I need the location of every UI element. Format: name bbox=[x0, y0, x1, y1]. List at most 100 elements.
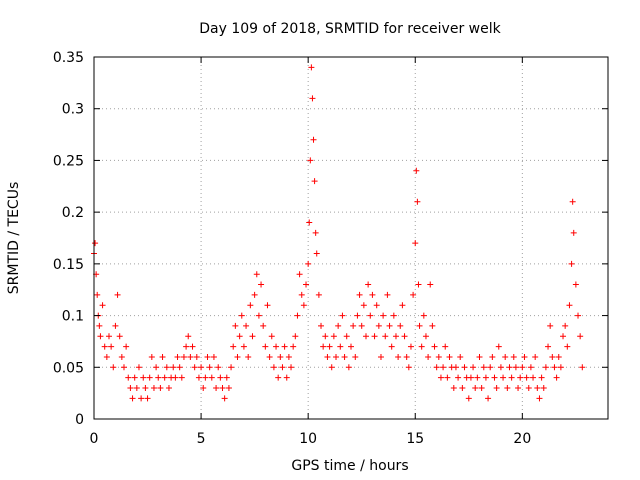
data-point bbox=[324, 353, 331, 360]
data-point bbox=[356, 291, 363, 298]
data-point bbox=[238, 312, 245, 319]
data-point bbox=[429, 322, 436, 329]
data-point bbox=[140, 374, 147, 381]
data-point bbox=[482, 374, 489, 381]
data-point bbox=[485, 395, 492, 402]
data-point bbox=[575, 312, 582, 319]
data-point bbox=[228, 364, 235, 371]
data-point bbox=[163, 364, 170, 371]
data-point bbox=[579, 364, 586, 371]
chart-title: Day 109 of 2018, SRMTID for receiver wel… bbox=[199, 21, 501, 37]
data-point bbox=[249, 333, 256, 340]
data-point bbox=[502, 353, 509, 360]
data-point bbox=[161, 374, 168, 381]
data-point bbox=[255, 312, 262, 319]
data-point bbox=[341, 353, 348, 360]
data-point bbox=[386, 322, 393, 329]
data-point bbox=[380, 312, 387, 319]
data-point bbox=[308, 64, 315, 71]
data-point bbox=[217, 374, 224, 381]
data-point bbox=[123, 343, 130, 350]
data-point bbox=[219, 384, 226, 391]
data-point bbox=[292, 333, 299, 340]
data-point bbox=[538, 374, 545, 381]
data-point bbox=[283, 374, 290, 381]
data-point bbox=[422, 333, 429, 340]
data-point bbox=[322, 333, 329, 340]
data-point bbox=[413, 167, 420, 174]
y-tick-label: 0.1 bbox=[62, 309, 84, 325]
data-point bbox=[159, 353, 166, 360]
data-point bbox=[442, 343, 449, 350]
data-point bbox=[260, 322, 267, 329]
data-point bbox=[549, 353, 556, 360]
data-point bbox=[390, 312, 397, 319]
data-point bbox=[399, 302, 406, 309]
data-point bbox=[510, 353, 517, 360]
data-point bbox=[555, 353, 562, 360]
data-point bbox=[294, 312, 301, 319]
data-point bbox=[148, 353, 155, 360]
data-point bbox=[144, 395, 151, 402]
y-axis-label: SRMTID / TECUs bbox=[6, 182, 22, 295]
data-point bbox=[395, 353, 402, 360]
data-point bbox=[415, 281, 422, 288]
data-point bbox=[243, 322, 250, 329]
data-point bbox=[542, 364, 549, 371]
data-point bbox=[198, 364, 205, 371]
data-point bbox=[476, 353, 483, 360]
data-point bbox=[403, 353, 410, 360]
data-point bbox=[412, 240, 419, 247]
data-point bbox=[146, 374, 153, 381]
y-tick-label: 0.15 bbox=[53, 257, 84, 273]
data-point bbox=[247, 302, 254, 309]
data-point bbox=[527, 364, 534, 371]
data-point bbox=[303, 281, 310, 288]
data-point bbox=[508, 374, 515, 381]
x-tick-label: 10 bbox=[299, 431, 317, 447]
data-point bbox=[405, 364, 412, 371]
data-point bbox=[232, 322, 239, 329]
data-point bbox=[172, 374, 179, 381]
data-point bbox=[465, 395, 472, 402]
data-points bbox=[91, 64, 586, 402]
data-point bbox=[300, 302, 307, 309]
data-point bbox=[129, 395, 136, 402]
data-point bbox=[495, 343, 502, 350]
x-tick-label: 5 bbox=[197, 431, 206, 447]
data-point bbox=[306, 219, 313, 226]
data-point bbox=[309, 95, 316, 102]
data-point bbox=[108, 343, 115, 350]
data-point bbox=[435, 353, 442, 360]
data-point bbox=[96, 322, 103, 329]
data-point bbox=[472, 384, 479, 391]
data-point bbox=[562, 322, 569, 329]
data-point bbox=[176, 364, 183, 371]
data-point bbox=[504, 384, 511, 391]
y-tick-label: 0.2 bbox=[62, 205, 84, 221]
data-point bbox=[367, 312, 374, 319]
data-point bbox=[230, 343, 237, 350]
data-point bbox=[185, 333, 192, 340]
data-point bbox=[290, 343, 297, 350]
data-point bbox=[416, 322, 423, 329]
data-point bbox=[407, 343, 414, 350]
data-point bbox=[560, 333, 567, 340]
data-point bbox=[270, 364, 277, 371]
data-point bbox=[350, 322, 357, 329]
data-point bbox=[150, 384, 157, 391]
data-point bbox=[525, 384, 532, 391]
data-point bbox=[165, 384, 172, 391]
data-point bbox=[112, 322, 119, 329]
data-point bbox=[515, 384, 522, 391]
data-point bbox=[470, 364, 477, 371]
data-point bbox=[142, 384, 149, 391]
data-point bbox=[103, 353, 110, 360]
data-point bbox=[135, 364, 142, 371]
data-point bbox=[266, 353, 273, 360]
data-point bbox=[193, 353, 200, 360]
data-point bbox=[382, 333, 389, 340]
data-point bbox=[328, 364, 335, 371]
data-point bbox=[536, 395, 543, 402]
data-point bbox=[480, 364, 487, 371]
